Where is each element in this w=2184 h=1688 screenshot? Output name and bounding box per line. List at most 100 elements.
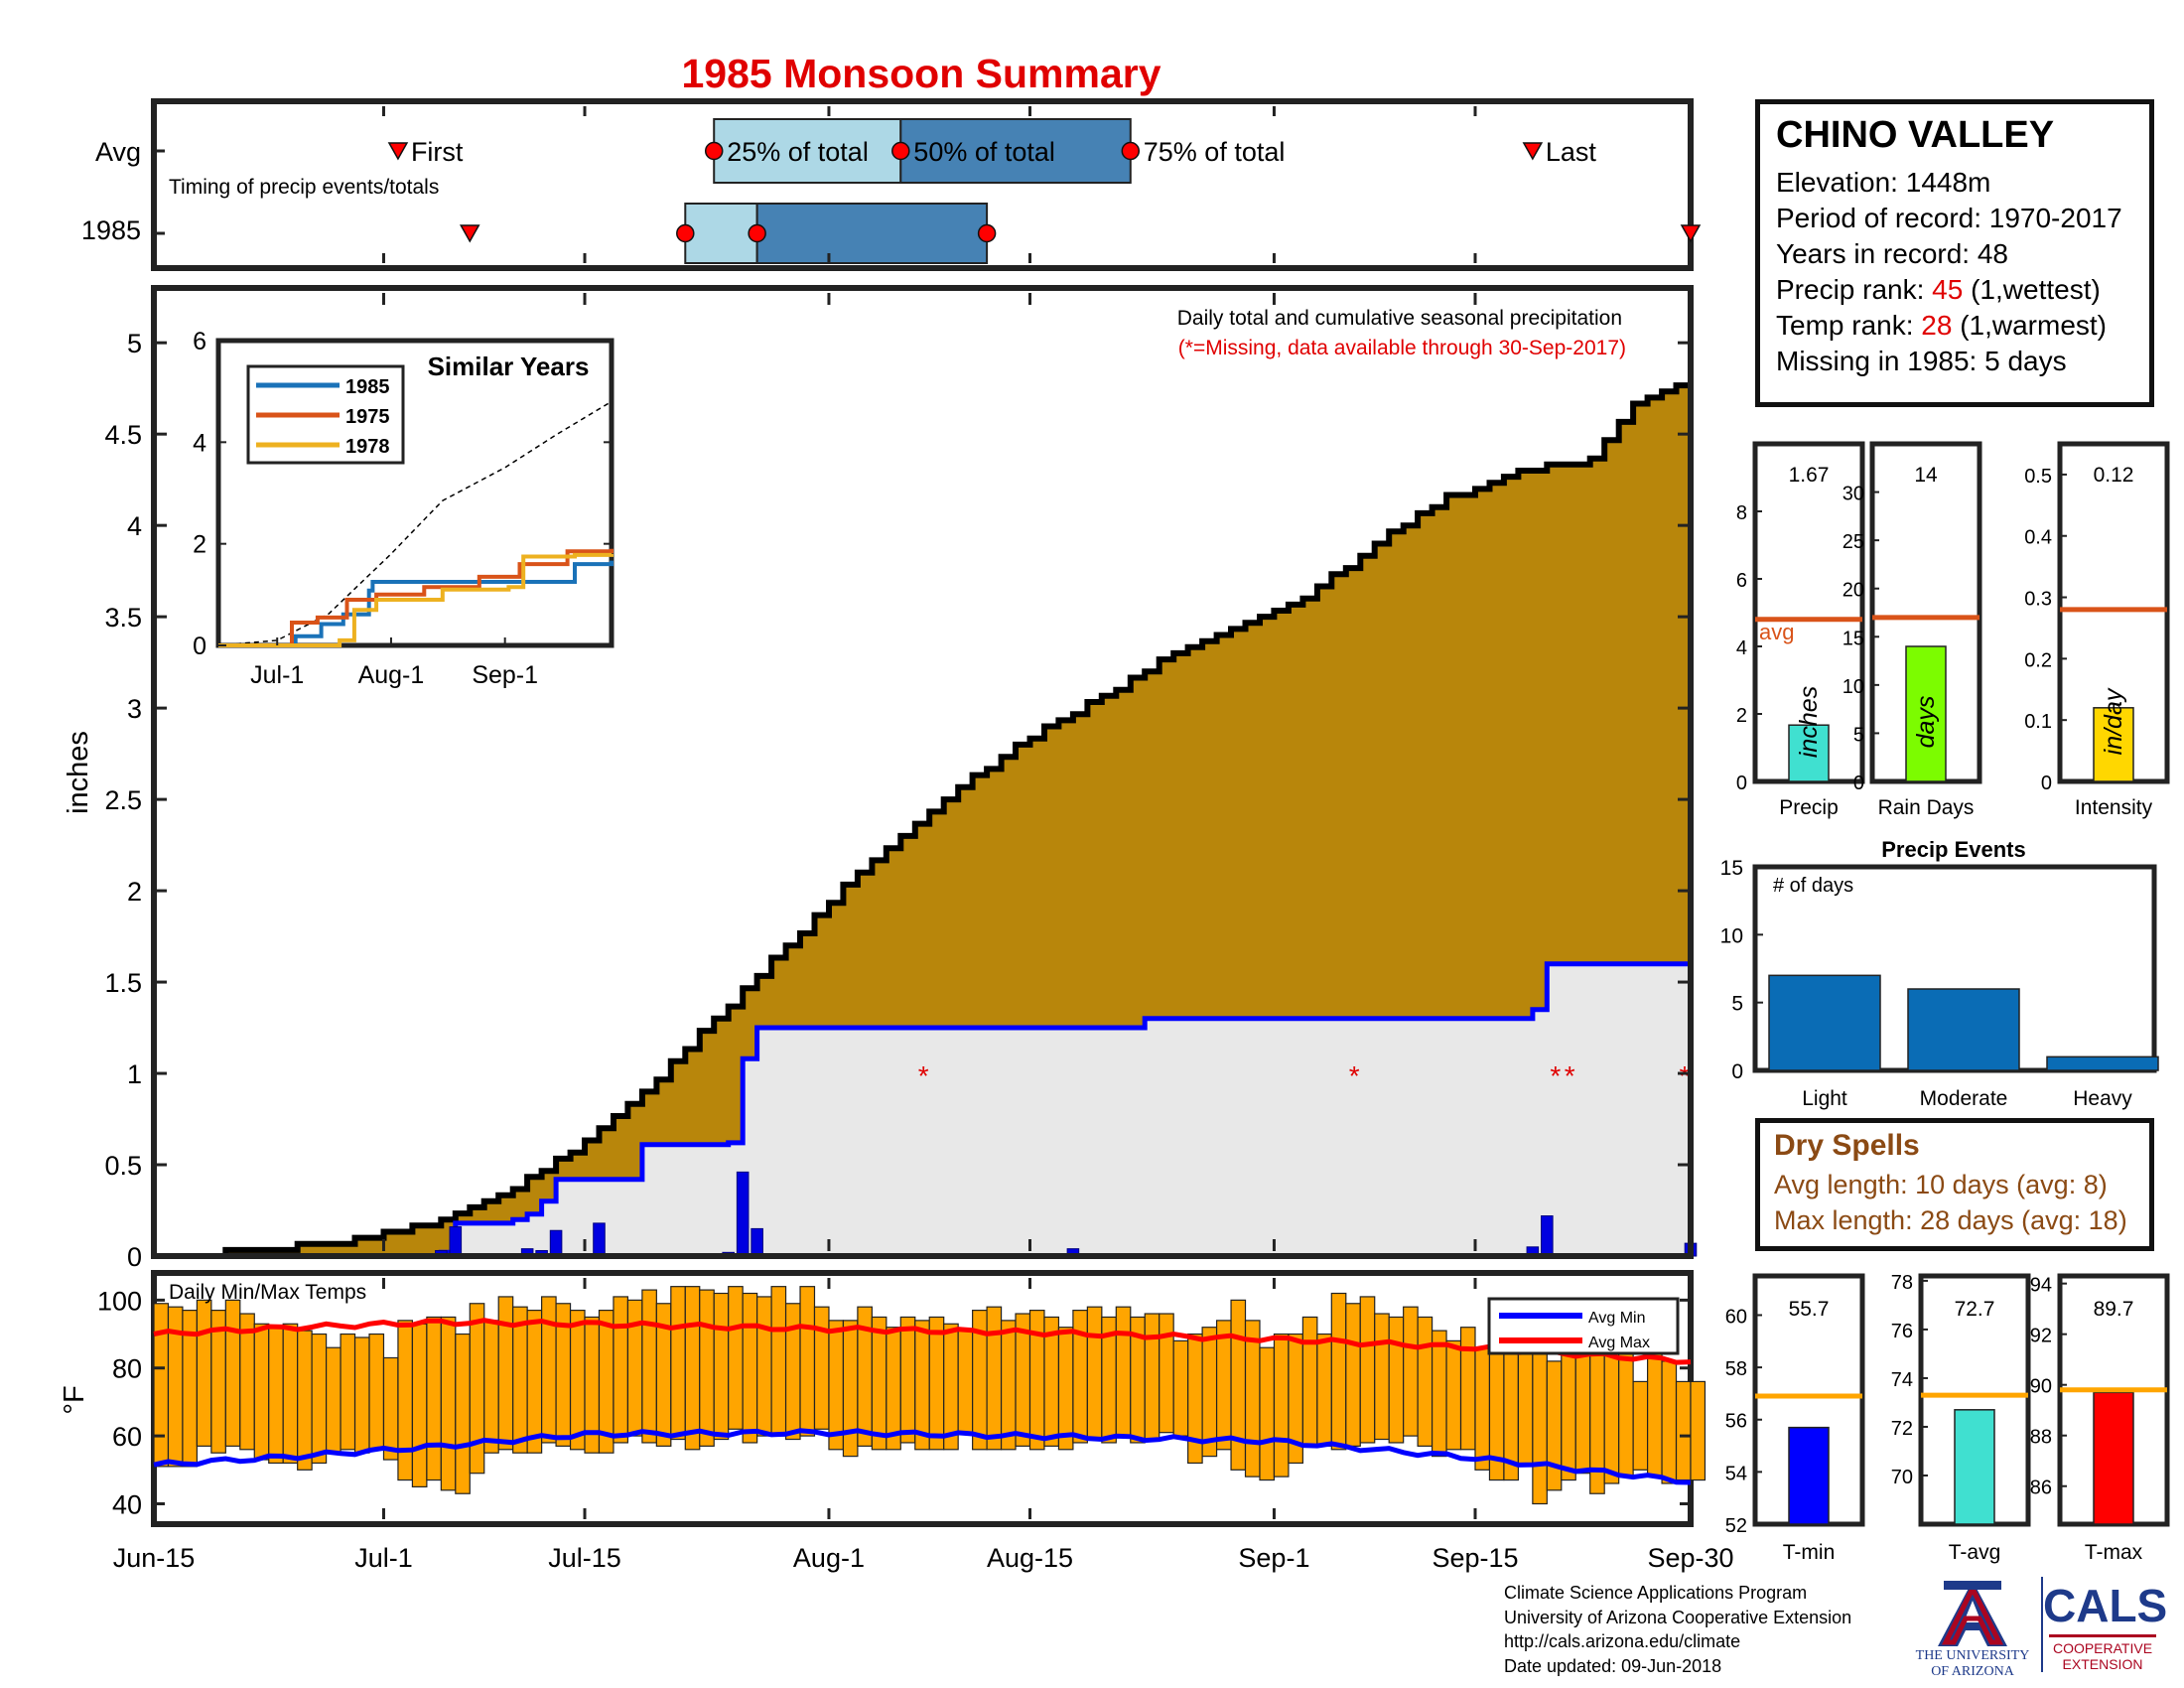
precip-ytick-label: 0 — [127, 1242, 142, 1272]
daily-temp-bar — [569, 1310, 586, 1451]
station-info-box: CHINO VALLEY Elevation: 1448m Period of … — [1755, 99, 2154, 407]
stat-ytick-label: 0.4 — [2024, 527, 2052, 549]
inset-legend-label: 1978 — [345, 436, 390, 458]
stat-unit-label: days — [1912, 696, 1940, 749]
station-temp-rank: Temp rank: 28 (1,warmest) — [1776, 310, 2108, 341]
avg-min-line — [153, 1428, 1692, 1485]
inset-title: Similar Years — [428, 352, 590, 381]
timing-first-last-marker — [459, 224, 480, 243]
stat-ytick-label: 15 — [1843, 628, 1864, 649]
temp-stat-ytick-label: 88 — [2030, 1427, 2052, 1449]
stat-ytick-label: 25 — [1843, 531, 1864, 553]
date-xtick-label: Sep-30 — [1647, 1543, 1733, 1573]
temp-stat-ytick-label: 58 — [1725, 1358, 1747, 1380]
daily-temp-bar — [813, 1306, 830, 1430]
daily-temp-bar — [1172, 1339, 1189, 1437]
stat-unit-label: inches — [1795, 686, 1823, 758]
inset-series-1975 — [218, 548, 614, 647]
daily-temp-bar — [340, 1333, 356, 1451]
precip-ytick-label: 1.5 — [104, 968, 142, 998]
daily-temp-bar — [1273, 1333, 1290, 1477]
daily-temp-bar — [742, 1292, 758, 1444]
daily-temp-bar — [1690, 1380, 1706, 1481]
daily-temp-bar — [1675, 1380, 1692, 1481]
daily-temp-bar — [469, 1303, 485, 1475]
daily-temp-bar — [986, 1306, 1003, 1451]
daily-temp-bar — [1215, 1320, 1232, 1451]
timing-panel: Avg 1985 Timing of precip events/totals … — [81, 98, 1702, 271]
daily-precip-bar — [549, 1229, 563, 1257]
daily-temp-bar — [253, 1323, 270, 1461]
precip-missing-note: (*=Missing, data available through 30-Se… — [1178, 337, 1626, 359]
daily-temp-bar — [784, 1303, 801, 1441]
stat-value-label: 14 — [1914, 464, 1938, 487]
cals-wordmark: CALS — [2043, 1580, 2168, 1631]
daily-temp-bar — [1230, 1299, 1247, 1471]
timing-box-50-75 — [755, 203, 989, 264]
inset-ytick-label: 6 — [193, 328, 206, 355]
stat-ytick-label: 30 — [1843, 484, 1864, 505]
legend-avg-max: Avg Max — [1588, 1335, 1650, 1351]
temp-stat-bar-T-avg — [1954, 1409, 1995, 1525]
daily-precip-bar — [736, 1171, 750, 1257]
daily-temp-bar — [1159, 1313, 1174, 1434]
temp-stat-name-label: T-max — [2085, 1541, 2143, 1564]
daily-temp-bar — [239, 1313, 255, 1451]
stat-value-label: 0.12 — [2094, 464, 2134, 487]
credit-line: Date updated: 09-Jun-2018 — [1504, 1655, 1722, 1676]
daily-temp-bar — [1546, 1360, 1563, 1491]
arizona-a-icon — [1938, 1581, 2007, 1646]
timing-first-last-marker — [1522, 142, 1544, 161]
timing-first-last-marker — [1680, 224, 1702, 243]
stat-ytick-label: 6 — [1736, 570, 1747, 592]
daily-temp-bar — [756, 1296, 772, 1437]
daily-temp-bar — [1532, 1346, 1548, 1505]
temp-ytick-label: 60 — [112, 1422, 142, 1452]
temp-stat-bar-T-max — [2093, 1391, 2134, 1525]
daily-temp-bar — [1603, 1350, 1620, 1484]
daily-temp-bar — [411, 1323, 428, 1487]
events-ytick-label: 10 — [1720, 924, 1743, 947]
temp-stat-name-label: T-min — [1783, 1541, 1836, 1564]
daily-temp-bar — [353, 1336, 370, 1454]
cals-logo-line: EXTENSION — [2062, 1656, 2143, 1672]
missing-day-marker: * — [1550, 1060, 1561, 1091]
daily-temp-bar — [1445, 1339, 1462, 1451]
daily-temp-bar — [1431, 1330, 1447, 1458]
daily-temp-bar — [1417, 1316, 1433, 1447]
daily-precip-bar — [1541, 1215, 1554, 1257]
timing-subtitle: Timing of precip events/totals — [169, 176, 439, 199]
daily-temp-bar — [1388, 1316, 1405, 1444]
events-ytick-label: 15 — [1720, 857, 1743, 880]
stat-ytick-label: 8 — [1736, 502, 1747, 524]
temp-stat-bar-T-min — [1788, 1426, 1830, 1525]
daily-temp-bar — [1345, 1303, 1361, 1447]
missing-day-marker: * — [1680, 1060, 1691, 1091]
inset-ytick-label: 4 — [193, 429, 206, 457]
daily-temp-bar — [928, 1316, 945, 1451]
stat-ytick-label: 0.1 — [2024, 711, 2052, 733]
legend-avg-min: Avg Min — [1588, 1310, 1646, 1327]
events-ytick-label: 0 — [1731, 1060, 1743, 1083]
stat-ytick-label: 4 — [1736, 637, 1747, 659]
daily-temp-bar — [1459, 1327, 1476, 1451]
temp-stat-ytick-label: 56 — [1725, 1411, 1747, 1433]
ua-logo-line: THE UNIVERSITY — [1915, 1648, 2030, 1663]
daily-temp-bar — [224, 1299, 241, 1447]
stat-ytick-label: 0 — [1736, 773, 1747, 794]
daily-temp-bar — [1000, 1320, 1017, 1451]
stat-bar-Rain Days — [1905, 645, 1947, 782]
daily-temp-bar — [497, 1296, 514, 1451]
daily-temp-bar — [728, 1286, 744, 1430]
temp-stat-value-label: 72.7 — [1955, 1298, 1995, 1321]
daily-temp-bar — [713, 1292, 730, 1441]
cals-logo-line: COOPERATIVE — [2052, 1640, 2153, 1656]
timing-label-first: First — [411, 137, 464, 167]
precip-ytick-label: 4.5 — [104, 420, 142, 450]
dry-spells-box: Dry Spells Avg length: 10 days (avg: 8) … — [1755, 1118, 2154, 1251]
daily-temp-bar — [1201, 1327, 1218, 1458]
precip-events-panel: Precip Events # of days Light Moderate Heavy… — [1720, 837, 2159, 1110]
inset-xtick-label: Aug-1 — [358, 661, 425, 689]
daily-temp-bar — [1086, 1306, 1103, 1441]
